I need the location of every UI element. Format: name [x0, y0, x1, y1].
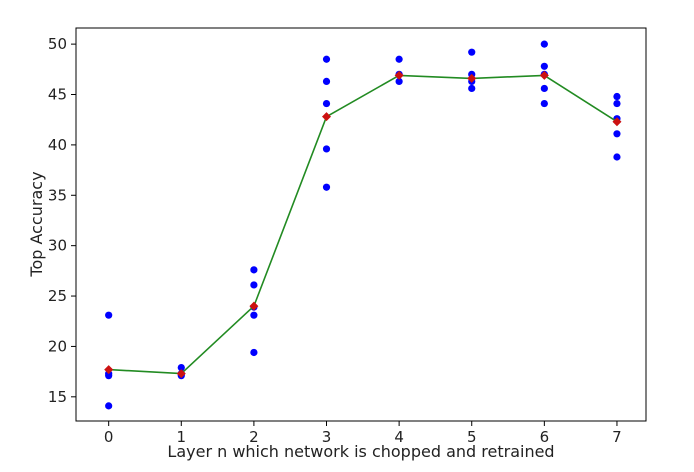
data-point — [105, 311, 113, 319]
data-point — [250, 348, 258, 357]
y-tick-label: 15 — [48, 388, 67, 406]
y-axis-label: Top Accuracy — [27, 171, 46, 277]
data-point — [177, 363, 185, 372]
scatter-points — [105, 40, 621, 410]
x-tick-label: 0 — [104, 428, 114, 446]
mean-marker — [322, 112, 332, 122]
data-point — [613, 153, 621, 161]
data-point — [540, 99, 548, 108]
y-tick-label: 50 — [48, 35, 67, 53]
x-tick-label: 3 — [322, 428, 332, 446]
y-tick-label: 40 — [48, 136, 67, 154]
y-tick-label: 25 — [48, 287, 67, 305]
data-point — [250, 266, 258, 274]
data-point — [613, 99, 621, 108]
mean-marker — [467, 73, 477, 83]
data-point — [322, 55, 331, 63]
y-axis-ticks: 15 20 25 30 35 40 45 50 — [48, 35, 76, 406]
mean-line — [108, 74, 618, 375]
mean-marker — [539, 70, 549, 80]
x-tick-label: 6 — [540, 428, 550, 446]
x-tick-label: 2 — [249, 428, 259, 446]
x-tick-label: 5 — [467, 428, 477, 446]
y-tick-label: 45 — [48, 86, 67, 104]
data-point — [540, 40, 548, 48]
mean-marker — [394, 70, 404, 80]
x-tick-label: 7 — [612, 428, 622, 446]
mean-marker — [612, 117, 622, 127]
x-tick-label: 4 — [394, 428, 404, 446]
data-point — [322, 99, 331, 108]
data-point — [322, 183, 331, 191]
data-point — [250, 281, 258, 289]
mean-marker — [104, 365, 114, 375]
x-axis-label: Layer n which network is chopped and ret… — [167, 442, 554, 461]
mean-marker — [176, 369, 186, 379]
data-point — [395, 77, 403, 86]
y-tick-label: 35 — [48, 186, 67, 204]
y-tick-label: 20 — [48, 337, 67, 355]
x-tick-label: 1 — [177, 428, 187, 446]
data-point — [250, 311, 258, 319]
plot-frame — [75, 27, 647, 422]
data-point — [468, 48, 476, 56]
data-point — [322, 145, 331, 153]
data-point — [322, 77, 331, 86]
data-point — [105, 372, 113, 380]
mean-marker — [249, 301, 259, 311]
x-axis-ticks: 0 1 2 3 4 5 6 7 — [104, 421, 622, 446]
data-point — [613, 92, 621, 101]
data-point — [468, 84, 476, 93]
data-point — [613, 130, 621, 138]
y-tick-label: 30 — [48, 237, 67, 255]
data-point — [540, 84, 548, 93]
data-point — [395, 55, 403, 63]
mean-line-layer — [104, 70, 622, 379]
data-point — [540, 62, 548, 70]
data-point — [105, 402, 113, 410]
